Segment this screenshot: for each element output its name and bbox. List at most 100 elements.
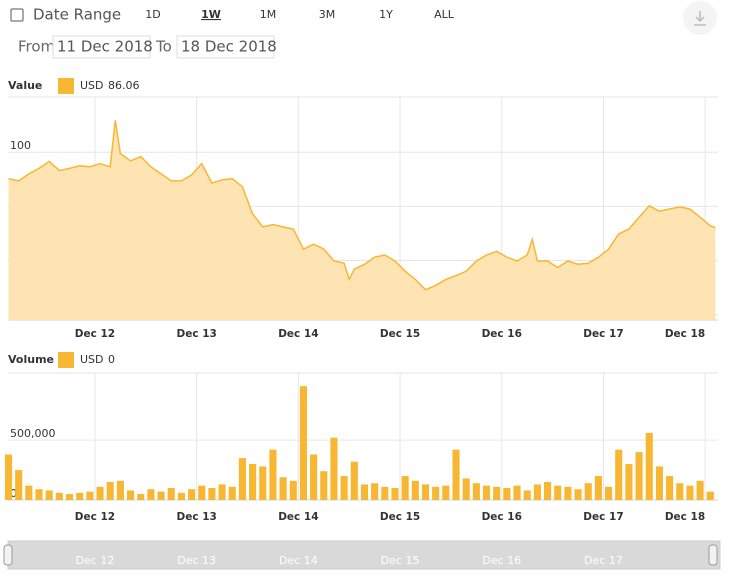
legend-swatch	[58, 78, 74, 94]
legend-value: 86.06	[108, 79, 140, 92]
y-tick-label: 100	[10, 139, 31, 152]
bar	[452, 449, 460, 500]
bar	[666, 476, 674, 500]
bar	[76, 492, 84, 500]
x-tick-label: Dec 12	[75, 511, 115, 523]
bar	[4, 454, 13, 500]
bar	[645, 432, 653, 500]
bar	[472, 483, 480, 500]
bar	[625, 464, 633, 500]
bar	[208, 488, 216, 500]
bar	[45, 490, 53, 500]
bar	[360, 484, 369, 500]
bar	[350, 461, 358, 500]
bar	[25, 485, 33, 500]
to-label: To	[155, 38, 172, 56]
navigator-label: Dec 15	[381, 554, 420, 567]
navigator-label: Dec 13	[177, 554, 216, 567]
bar	[381, 486, 389, 500]
range-button[interactable]: 3M	[319, 8, 336, 21]
bar	[35, 489, 43, 500]
bar	[635, 452, 643, 500]
bar	[167, 488, 175, 500]
x-tick-label: Dec 15	[380, 511, 420, 523]
bar	[249, 464, 257, 500]
bar	[543, 482, 552, 500]
bar	[116, 480, 124, 500]
range-button[interactable]: 1D	[145, 8, 160, 21]
from-date[interactable]: 11 Dec 2018	[57, 38, 153, 56]
x-tick-label: Dec 17	[583, 511, 623, 523]
navigator-label: Dec 16	[482, 554, 521, 567]
bar	[686, 485, 694, 500]
x-tick-label: Dec 13	[176, 511, 216, 523]
navigator-track	[7, 540, 721, 570]
bar	[269, 449, 277, 500]
bar	[320, 471, 328, 500]
bar	[706, 491, 714, 500]
bar	[533, 484, 541, 500]
x-tick-label: Dec 15	[380, 328, 420, 340]
to-date[interactable]: 18 Dec 2018	[181, 38, 277, 56]
bar	[493, 486, 501, 500]
chart-title: Value	[8, 79, 42, 92]
bar	[310, 454, 318, 500]
bar	[401, 476, 409, 500]
navigator-label: Dec 12	[76, 554, 115, 567]
download-icon	[694, 11, 706, 26]
bar	[605, 486, 613, 500]
bar	[340, 476, 348, 500]
calendar-icon	[10, 8, 24, 22]
bar	[391, 488, 399, 500]
from-input[interactable]	[52, 35, 151, 59]
bar	[421, 484, 430, 500]
bar	[584, 483, 592, 500]
range-button[interactable]: 1Y	[379, 8, 393, 21]
bar	[279, 477, 287, 500]
range-button[interactable]: ALL	[434, 8, 455, 21]
bar	[462, 478, 470, 500]
bar	[96, 486, 104, 500]
bar	[482, 485, 491, 500]
navigator-handle-left[interactable]	[3, 544, 13, 566]
range-button[interactable]: 1W	[201, 8, 221, 21]
bar	[177, 492, 185, 500]
bar	[228, 486, 236, 500]
x-tick-label: Dec 12	[75, 328, 115, 340]
bar	[86, 491, 94, 500]
navigator-label: Dec 14	[279, 554, 318, 567]
bar	[371, 483, 379, 500]
bar	[289, 480, 297, 500]
bar	[15, 470, 23, 500]
y-tick-label: 0	[10, 487, 17, 500]
legend-name: USD	[80, 353, 104, 366]
bar	[65, 494, 74, 500]
bar	[157, 491, 165, 500]
legend-name: USD	[80, 79, 104, 92]
navigator-handle-right[interactable]	[708, 544, 718, 566]
bar	[523, 490, 531, 500]
line	[8, 120, 716, 291]
legend-swatch	[58, 352, 74, 368]
x-tick-label: Dec 18	[665, 511, 705, 523]
bar	[147, 489, 155, 500]
navigator-label: Dec 17	[584, 554, 623, 567]
bar	[106, 482, 114, 500]
range-label: Date Range	[33, 6, 121, 24]
bar	[676, 483, 684, 500]
bar	[411, 480, 419, 500]
bar	[554, 485, 562, 500]
x-tick-label: Dec 17	[583, 328, 623, 340]
bar	[55, 492, 63, 500]
bar	[299, 386, 308, 500]
x-tick-label: Dec 16	[482, 328, 522, 340]
bar	[442, 485, 450, 500]
x-tick-label: Dec 14	[278, 328, 318, 340]
range-button[interactable]: 1M	[260, 8, 277, 21]
to-input[interactable]	[176, 35, 275, 59]
x-tick-label: Dec 16	[482, 511, 522, 523]
x-tick-label: Dec 13	[176, 328, 216, 340]
chart-title: Volume	[8, 353, 54, 366]
